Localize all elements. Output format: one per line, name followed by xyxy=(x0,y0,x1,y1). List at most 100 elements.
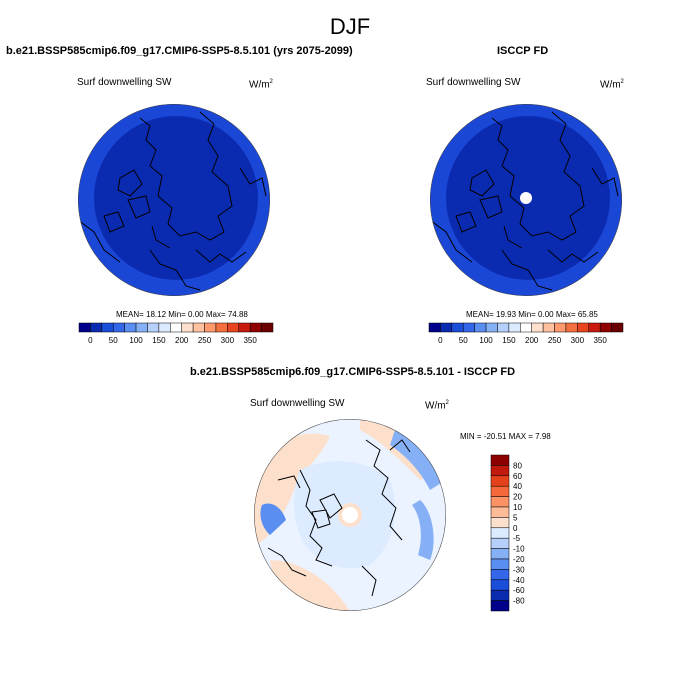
map-panel2 xyxy=(430,104,622,296)
panel1-colorbar-tick-label: 100 xyxy=(129,336,143,345)
diff-negative-region-west xyxy=(260,503,286,535)
panel2-colorbar-swatch xyxy=(462,322,475,333)
diff-colorbar-swatch xyxy=(490,506,510,518)
diff-colorbar-swatch xyxy=(490,517,510,529)
panel2-colorbar-swatch xyxy=(542,322,555,333)
diff-colorbar-swatch xyxy=(490,454,510,466)
panel1-colorbar-swatch xyxy=(238,322,251,333)
diff-colorbar-tick-label: 0 xyxy=(513,524,518,533)
diff-colorbar-tick-label: 5 xyxy=(513,513,518,522)
panel2-colorbar-swatch xyxy=(554,322,567,333)
panel2-colorbar-tick-label: 300 xyxy=(571,336,585,345)
panel1-colorbar-swatch xyxy=(227,322,240,333)
diff-colorbar-tick-label: 10 xyxy=(513,503,522,512)
panel1-colorbar-tick-label: 150 xyxy=(152,336,166,345)
diff-colorbar-swatch xyxy=(490,569,510,581)
diff-colorbar-swatch xyxy=(490,465,510,477)
panel1-colorbar-swatch xyxy=(101,322,114,333)
panel2-colorbar-tick-label: 100 xyxy=(479,336,493,345)
diff-colorbar-swatch xyxy=(490,558,510,570)
panel2-colorbar-swatch xyxy=(531,322,544,333)
panel1-variable: Surf downwelling SW xyxy=(77,77,172,88)
panel2-colorbar-swatch xyxy=(451,322,464,333)
panel1-colorbar-swatch xyxy=(192,322,205,333)
panel1-colorbar-tick-label: 200 xyxy=(175,336,189,345)
panel1-coastlines xyxy=(78,111,267,291)
diff-unit-exp: 2 xyxy=(445,400,449,406)
panel2-colorbar-swatch xyxy=(520,322,532,333)
panel1-unit-base: W/m xyxy=(249,79,270,91)
diff-colorbar-swatch xyxy=(490,579,510,591)
panel1-colorbar-swatch xyxy=(158,322,171,333)
panel1-colorbar-swatch xyxy=(112,322,125,333)
diff-colorbar-tick-label: 40 xyxy=(513,482,522,491)
panel2-colorbar-swatch xyxy=(474,322,487,333)
panel2-unit-base: W/m xyxy=(600,79,621,91)
panel2-colorbar-tick-label: 350 xyxy=(593,336,607,345)
diff-colorbar-tick-label: -80 xyxy=(513,597,525,606)
panel1-stats: MEAN= 18.12 Min= 0.00 Max= 74.88 xyxy=(116,310,248,319)
panel1-colorbar-tick-label: 0 xyxy=(88,336,93,345)
panel1-colorbar: 0 50 100 150 200 250 300 350 xyxy=(78,322,274,345)
diff-variable: Surf downwelling SW xyxy=(250,398,345,409)
panel1-colorbar-tick-label: 250 xyxy=(198,336,212,345)
panel2-variable: Surf downwelling SW xyxy=(426,77,521,88)
panel1-colorbar-tick-label: 300 xyxy=(221,336,235,345)
diff-colorbar-swatch xyxy=(490,475,510,487)
panel2-colorbar-swatch xyxy=(599,322,612,333)
panel1-colorbar-swatch xyxy=(261,322,274,333)
panel2-colorbar-swatch xyxy=(485,322,498,333)
panel2-colorbar-swatch xyxy=(440,322,453,333)
diff-unit: W/m2 xyxy=(425,400,449,411)
diff-colorbar-swatch xyxy=(490,485,510,497)
diff-colorbar-swatch xyxy=(490,548,510,560)
panel2-coastlines xyxy=(430,111,619,291)
panel2-stats: MEAN= 19.93 Min= 0.00 Max= 65.85 xyxy=(466,310,598,319)
panel1-unit-exp: 2 xyxy=(269,79,273,85)
panel1-header: b.e21.BSSP585cmip6.f09_g17.CMIP6-SSP5-8.… xyxy=(6,45,353,57)
diff-stats: MIN = -20.51 MAX = 7.98 xyxy=(460,432,551,441)
panel2-pole-gap xyxy=(520,192,532,204)
diff-colorbar-swatch xyxy=(490,527,510,539)
panel1-colorbar-swatch xyxy=(181,322,194,333)
panel1-colorbar-swatch xyxy=(249,322,262,333)
diff-colorbar-swatch xyxy=(490,589,510,601)
panel1-colorbar-swatch xyxy=(204,322,217,333)
diff-colorbar-tick-label: 20 xyxy=(513,493,522,502)
panel1-unit: W/m2 xyxy=(249,79,273,90)
panel1-colorbar-swatch xyxy=(78,322,91,333)
panel1-colorbar-swatch xyxy=(147,322,160,333)
panel2-colorbar-tick-label: 50 xyxy=(459,336,468,345)
panel2-header: ISCCP FD xyxy=(497,45,549,57)
diff-colorbar-tick-label: 60 xyxy=(513,472,522,481)
panel2-unit: W/m2 xyxy=(600,79,624,90)
diff-colorbar-swatch xyxy=(490,600,510,612)
diff-coastlines xyxy=(267,439,411,597)
page-title: DJF xyxy=(329,14,371,39)
panel2-colorbar-swatch xyxy=(497,322,510,333)
panel2-colorbar: 0 50 100 150 200 250 300 350 xyxy=(428,322,624,345)
diff-pole-ring xyxy=(338,503,362,527)
panel2-colorbar-tick-label: 250 xyxy=(548,336,562,345)
panel2-colorbar-swatch xyxy=(565,322,578,333)
diff-colorbar-swatch xyxy=(490,496,510,508)
panel2-colorbar-swatch xyxy=(508,322,521,333)
diff-colorbar-tick-label: -10 xyxy=(513,545,525,554)
panel2-colorbar-swatch xyxy=(428,322,441,333)
diff-colorbar-tick-label: -20 xyxy=(513,555,525,564)
panel2-colorbar-tick-label: 200 xyxy=(525,336,539,345)
panel1-colorbar-swatch xyxy=(215,322,228,333)
panel1-inner-field xyxy=(94,116,258,280)
diff-unit-base: W/m xyxy=(425,400,446,412)
panel2-colorbar-tick-label: 150 xyxy=(502,336,516,345)
diff-colorbar-tick-label: -40 xyxy=(513,576,525,585)
panel1-colorbar-swatch xyxy=(170,322,182,333)
diff-colorbar-tick-label: -5 xyxy=(513,534,521,543)
diff-header: b.e21.BSSP585cmip6.f09_g17.CMIP6-SSP5-8.… xyxy=(190,366,516,378)
diff-colorbar-tick-label: 80 xyxy=(513,461,522,470)
panel2-colorbar-swatch xyxy=(588,322,601,333)
diff-negative-region-ne xyxy=(390,430,446,490)
panel1-colorbar-tick-label: 50 xyxy=(109,336,118,345)
